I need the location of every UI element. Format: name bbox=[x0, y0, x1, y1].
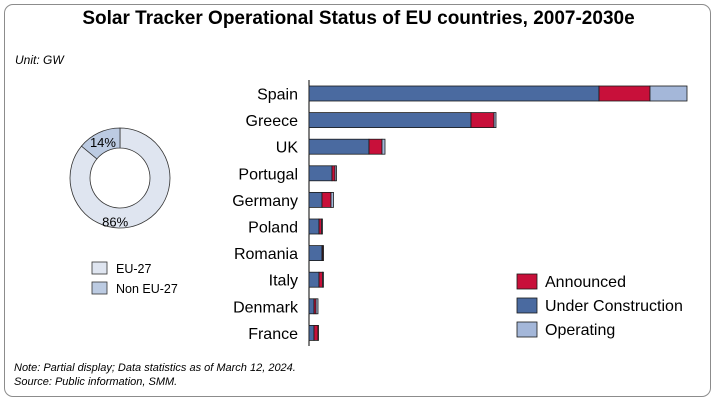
chart-title: Solar Tracker Operational Status of EU c… bbox=[82, 8, 635, 29]
bar-legend: Announced Under Construction Operating bbox=[516, 273, 683, 339]
bar-segment bbox=[308, 165, 333, 182]
category-label: Portugal bbox=[238, 166, 298, 183]
bar-segment bbox=[321, 191, 332, 208]
bar-segment bbox=[308, 245, 323, 262]
legend-swatch bbox=[516, 321, 538, 338]
bar-segment bbox=[308, 298, 315, 315]
pie-slice-eu27 bbox=[69, 127, 171, 229]
bar-segment bbox=[368, 138, 383, 155]
category-label: Germany bbox=[232, 193, 298, 210]
category-label: Greece bbox=[246, 113, 299, 130]
bar-chart: Spain Greece UK Portugal Germany Poland Romani… bbox=[232, 80, 688, 346]
bar-segment bbox=[318, 271, 323, 288]
chart-note: Note: Partial display; Data statistics a… bbox=[14, 361, 296, 389]
legend-swatch bbox=[516, 273, 538, 290]
category-label: Poland bbox=[248, 220, 298, 237]
bar-segment bbox=[313, 324, 319, 341]
bar-segment bbox=[308, 324, 315, 341]
bar-segment bbox=[317, 324, 319, 341]
legend-label: Under Construction bbox=[545, 298, 683, 315]
bar-segment bbox=[308, 138, 370, 155]
pie-slice-non-eu27 bbox=[80, 127, 121, 160]
bar-segment bbox=[308, 85, 600, 102]
bar-segment bbox=[330, 191, 334, 208]
bar-segment bbox=[308, 218, 320, 235]
bar-segment bbox=[321, 218, 323, 235]
legend-label: Announced bbox=[545, 274, 626, 291]
bar-segment bbox=[334, 165, 337, 182]
donut-legend: EU-27 Non EU-27 bbox=[91, 261, 178, 296]
bar-segment bbox=[308, 112, 472, 128]
unit-label: Unit: GW bbox=[15, 53, 64, 67]
legend-swatch bbox=[516, 297, 538, 314]
pie-legend-label: EU-27 bbox=[116, 262, 151, 276]
category-label: France bbox=[248, 326, 298, 343]
pie-legend-swatch bbox=[91, 281, 108, 295]
pie-value-label: 86% bbox=[102, 215, 128, 230]
category-label: Italy bbox=[269, 273, 298, 290]
bar-segment bbox=[308, 191, 323, 208]
pie-legend-label: Non EU-27 bbox=[116, 282, 178, 296]
category-label: Romania bbox=[234, 246, 298, 263]
source-line: Source: Public information, SMM. bbox=[14, 376, 178, 388]
bar-segment bbox=[598, 85, 651, 102]
pie-legend-swatch bbox=[91, 261, 108, 275]
bar-segment bbox=[322, 245, 324, 262]
category-label: Denmark bbox=[233, 299, 299, 316]
bar-segment bbox=[381, 138, 386, 155]
category-label: UK bbox=[276, 140, 299, 157]
bar-segment bbox=[470, 112, 495, 128]
bar-segment bbox=[322, 271, 324, 288]
legend-label: Operating bbox=[545, 322, 615, 339]
chart-frame bbox=[4, 4, 711, 397]
bar-segment bbox=[649, 85, 688, 102]
donut-chart: 86% 14% bbox=[69, 127, 171, 230]
note-line: Note: Partial display; Data statistics a… bbox=[14, 362, 296, 374]
bar-segment bbox=[493, 112, 497, 128]
bar-segment bbox=[315, 298, 319, 315]
category-label: Spain bbox=[257, 87, 298, 104]
pie-value-label: 14% bbox=[90, 135, 116, 150]
bar-segment bbox=[308, 271, 320, 288]
bar-segment bbox=[331, 165, 336, 182]
